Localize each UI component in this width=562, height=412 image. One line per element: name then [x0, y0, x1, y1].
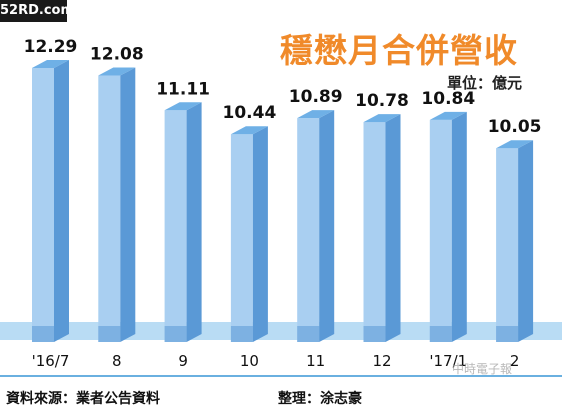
unit-label: 單位：億元 [446, 74, 522, 92]
bar-base [98, 326, 121, 342]
value-label: 10.05 [488, 117, 542, 137]
corner-logo: 中時電子報 [452, 362, 513, 376]
bar-top [164, 102, 202, 111]
value-label: 10.78 [355, 91, 409, 111]
value-label: 12.08 [90, 45, 144, 65]
source-note: 資料來源：業者公告資料 [6, 391, 160, 407]
bar-front [496, 148, 519, 342]
bar-base [429, 326, 452, 342]
bar-top [98, 67, 136, 76]
category-label: 10 [240, 352, 259, 370]
value-label: 11.11 [156, 79, 210, 99]
bar-top [429, 111, 467, 120]
base-band [0, 322, 562, 340]
value-label: 10.89 [289, 87, 343, 107]
bar-top [297, 110, 335, 119]
bar-front [230, 134, 253, 342]
bar-base [363, 326, 386, 342]
category-label: '16/7 [32, 352, 70, 370]
chart-title: 穩懋月合併營收 [280, 31, 518, 70]
bar-front [164, 110, 187, 343]
editor-note: 整理：涂志豪 [278, 391, 362, 407]
bar-front [98, 75, 121, 342]
value-label: 10.84 [421, 89, 475, 109]
bar-front [363, 122, 386, 342]
bar-side [252, 126, 268, 343]
bar-front [32, 68, 54, 342]
bar-base [32, 326, 54, 342]
bar-top [363, 114, 401, 123]
bar-side [385, 114, 401, 342]
bar-base [496, 326, 519, 342]
bar-side [518, 140, 534, 342]
category-label: 11 [306, 352, 325, 370]
bar-top [230, 126, 268, 135]
bar-side [451, 111, 467, 343]
site-watermark: 52RD.com [0, 0, 74, 22]
bar-side [120, 67, 136, 342]
bar-side [54, 60, 69, 342]
bar-base [164, 326, 187, 342]
bar-front [429, 119, 452, 343]
category-label: 9 [178, 352, 188, 370]
category-label: '17/1 [429, 352, 467, 370]
value-label: 12.29 [24, 37, 78, 57]
category-label: 8 [112, 352, 122, 370]
bar-top [32, 60, 69, 68]
value-label: 10.44 [223, 103, 277, 123]
category-label: 12 [372, 352, 391, 370]
category-label: 2 [510, 352, 520, 370]
bar-base [230, 326, 253, 342]
footer-divider [0, 375, 562, 377]
bar-base [297, 326, 320, 342]
bar-front [297, 118, 320, 342]
bar-top [496, 140, 534, 149]
bar-side [319, 110, 335, 342]
bar-side [186, 102, 202, 343]
